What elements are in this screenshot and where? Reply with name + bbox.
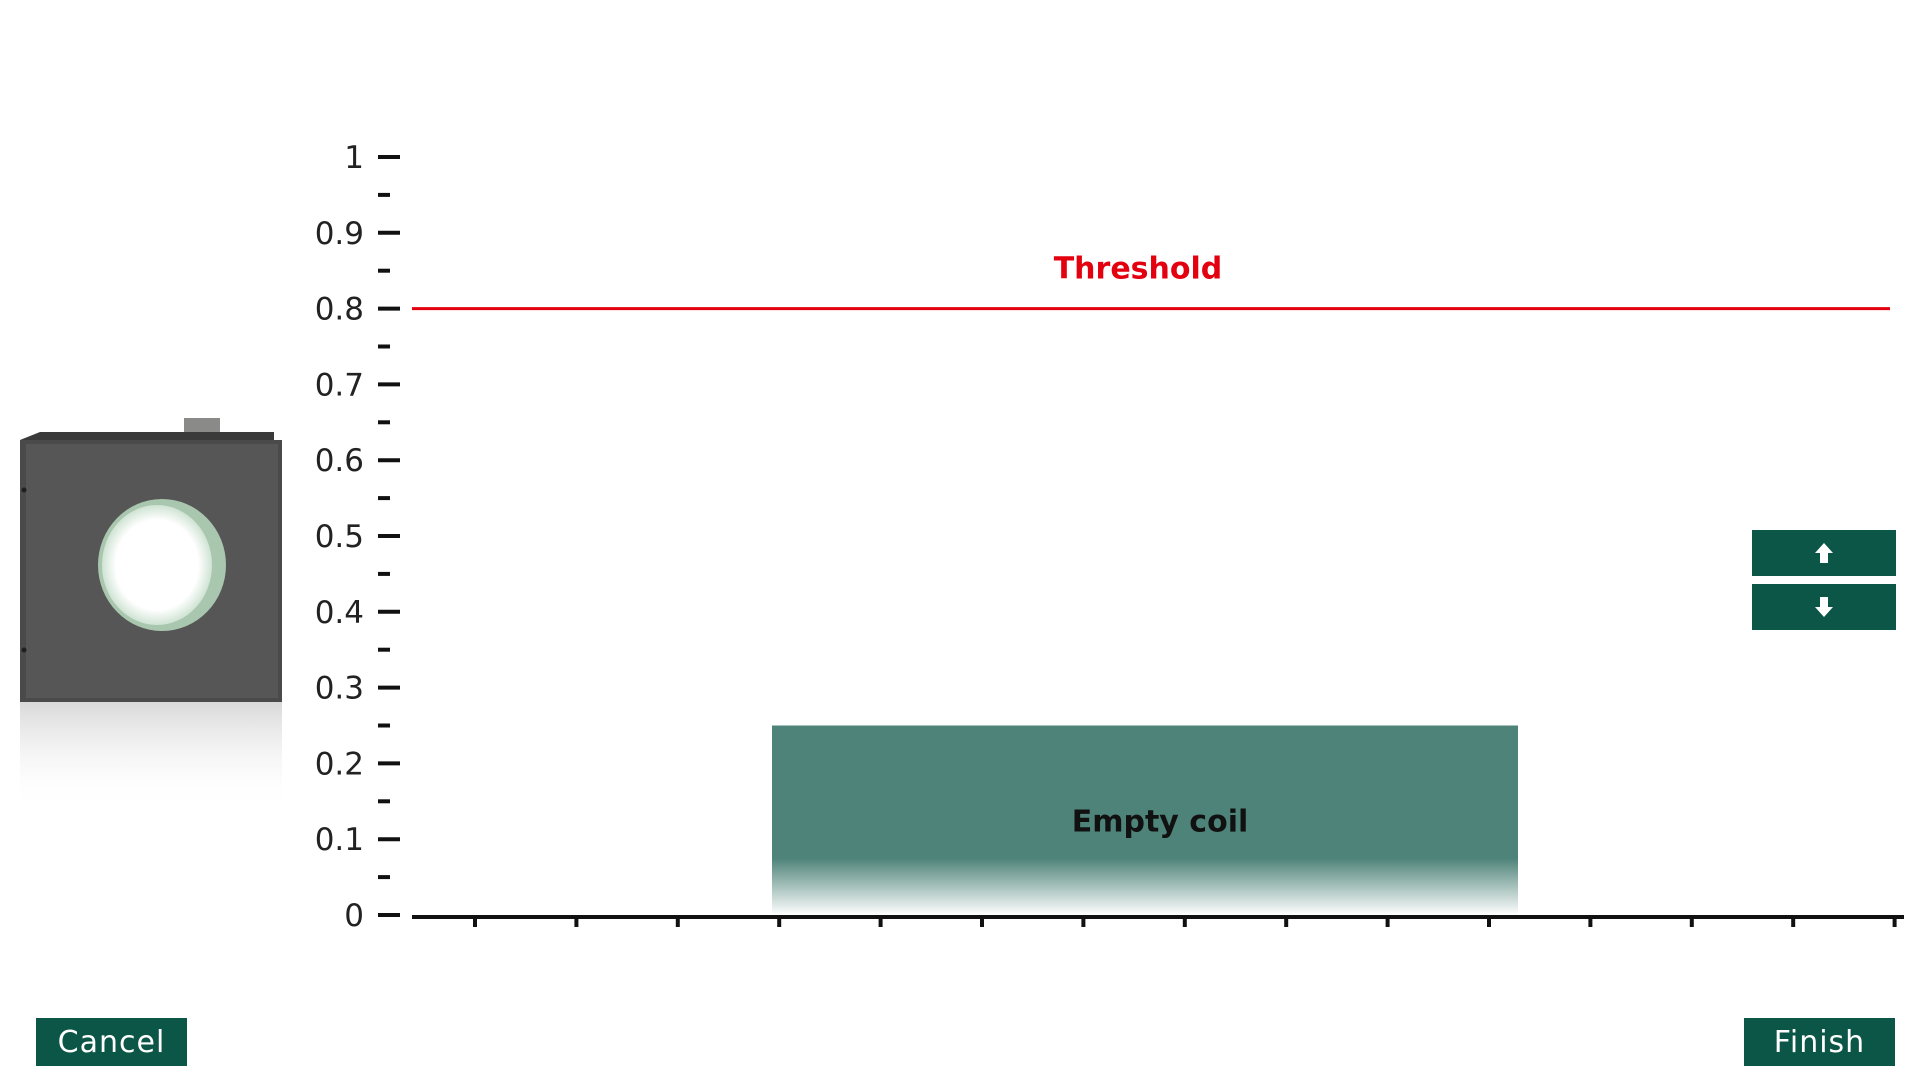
y-tick-label: 0.4 bbox=[315, 595, 364, 631]
y-tick-label: 0.7 bbox=[315, 367, 364, 403]
y-tick-label: 0.2 bbox=[315, 746, 364, 782]
y-tick-label: 0.1 bbox=[315, 822, 364, 858]
x-axis bbox=[412, 915, 1904, 927]
y-axis: 0 0.1 0.2 0.3 0.4 0.5 0.6 0.7 0.8 0.9 1 bbox=[315, 140, 400, 934]
threshold-up-button[interactable] bbox=[1752, 530, 1896, 576]
y-tick-label: 0.9 bbox=[315, 216, 364, 252]
bar-label: Empty coil bbox=[1072, 804, 1249, 839]
empty-coil-bar bbox=[772, 725, 1518, 915]
arrow-down-icon bbox=[1815, 597, 1833, 617]
coil-sensor-image bbox=[20, 418, 282, 810]
y-tick-label: 0.6 bbox=[315, 443, 364, 479]
y-tick-label: 0.3 bbox=[315, 671, 364, 707]
arrow-up-icon bbox=[1815, 543, 1833, 563]
y-tick-label: 0 bbox=[344, 898, 364, 934]
y-tick-label: 1 bbox=[344, 140, 364, 176]
threshold-down-button[interactable] bbox=[1752, 584, 1896, 630]
finish-button[interactable]: Finish bbox=[1744, 1018, 1895, 1066]
threshold-label: Threshold bbox=[1054, 252, 1223, 287]
cancel-button[interactable]: Cancel bbox=[36, 1018, 187, 1066]
y-tick-label: 0.5 bbox=[315, 519, 364, 555]
y-tick-label: 0.8 bbox=[315, 292, 364, 328]
